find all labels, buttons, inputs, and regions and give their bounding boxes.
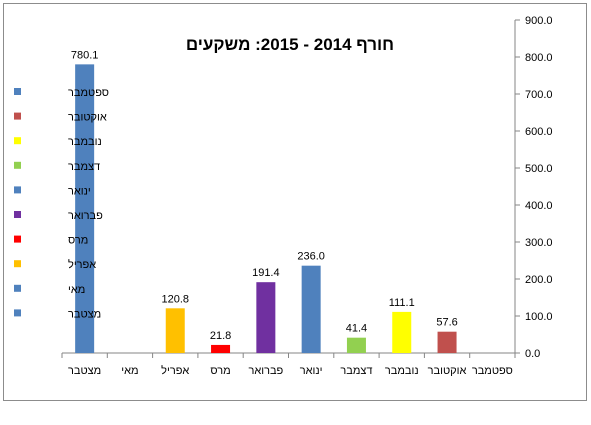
legend-label: ינואר	[68, 185, 91, 197]
y-tick-label: 400.0	[525, 200, 553, 212]
data-label: 41.4	[346, 323, 367, 335]
x-tick-label: דצמבר	[340, 365, 372, 377]
y-axis-ticks: 0.0 100.0 200.0 300.0 400.0 500.0 600.0 700.0 80…	[515, 15, 553, 360]
legend-label: מאי	[68, 284, 85, 296]
legend-swatch	[14, 284, 21, 292]
bar	[346, 337, 366, 353]
y-tick-label: 700.0	[525, 89, 553, 101]
legend-swatch	[14, 235, 21, 243]
data-label: 21.8	[210, 330, 231, 342]
y-tick-label: 100.0	[525, 311, 553, 323]
data-labels: 780.1 120.8 21.8 191.4 236.0 41.4 111.1 57.6	[71, 49, 458, 342]
y-tick-label: 0.0	[525, 348, 540, 360]
bar	[301, 265, 321, 353]
x-tick-label: מצטבר	[68, 365, 101, 377]
bar	[211, 344, 231, 353]
bar	[75, 64, 95, 353]
bar	[437, 331, 457, 353]
legend-label: פברואר	[68, 210, 103, 222]
bars	[75, 64, 457, 353]
bar	[256, 282, 276, 353]
legend-swatch	[14, 186, 21, 194]
legend-label: ספטמבר	[68, 87, 109, 99]
legend-label: אפריל	[68, 258, 96, 271]
data-label: 236.0	[297, 251, 325, 263]
data-label: 780.1	[71, 49, 99, 61]
y-tick-label: 800.0	[525, 52, 553, 64]
legend-label: מצטבר	[68, 308, 101, 320]
chart-title: חורף 2014 - 2015: משקעים	[186, 35, 394, 54]
axes	[61, 20, 516, 358]
bar	[392, 311, 412, 353]
legend-label: אוקטובר	[68, 112, 107, 124]
x-tick-label: ינואר	[300, 365, 323, 377]
legend-swatch	[14, 260, 21, 268]
data-label: 57.6	[436, 317, 457, 329]
legend-swatch	[14, 161, 21, 169]
y-tick-label: 600.0	[525, 126, 553, 138]
legend-swatch	[14, 309, 21, 317]
legend-label: דצמבר	[68, 161, 100, 173]
x-tick-label: נובמבר	[385, 365, 419, 377]
y-tick-label: 500.0	[525, 163, 553, 175]
x-tick-label: ספטמבר	[472, 365, 513, 377]
legend-label: נובמבר	[68, 136, 102, 148]
legend-swatch	[14, 88, 21, 95]
data-label: 191.4	[252, 267, 280, 279]
legend-swatch	[14, 112, 21, 120]
chart-frame	[3, 3, 587, 401]
x-tick-label: אוקטובר	[428, 365, 467, 377]
x-tick-label: אפריל	[161, 364, 189, 377]
legend: ספטמבר אוקטובר נובמבר דצמבר ינואר פברואר מרס אפ…	[14, 87, 109, 320]
x-axis-labels: מצטבר מאי אפריל מרס פברואר ינואר דצמבר נובמבר או…	[68, 364, 513, 377]
legend-label: מרס	[68, 235, 88, 247]
x-tick-label: מרס	[210, 365, 230, 377]
x-tick-label: פברואר	[248, 365, 283, 377]
bar	[165, 308, 185, 353]
legend-swatch	[14, 137, 21, 145]
y-tick-label: 300.0	[525, 237, 553, 249]
x-tick-label: מאי	[121, 365, 138, 377]
data-label: 111.1	[389, 297, 415, 309]
y-tick-label: 200.0	[525, 274, 553, 286]
y-tick-label: 900.0	[525, 15, 553, 27]
legend-swatch	[14, 211, 21, 218]
data-label: 120.8	[161, 293, 189, 305]
